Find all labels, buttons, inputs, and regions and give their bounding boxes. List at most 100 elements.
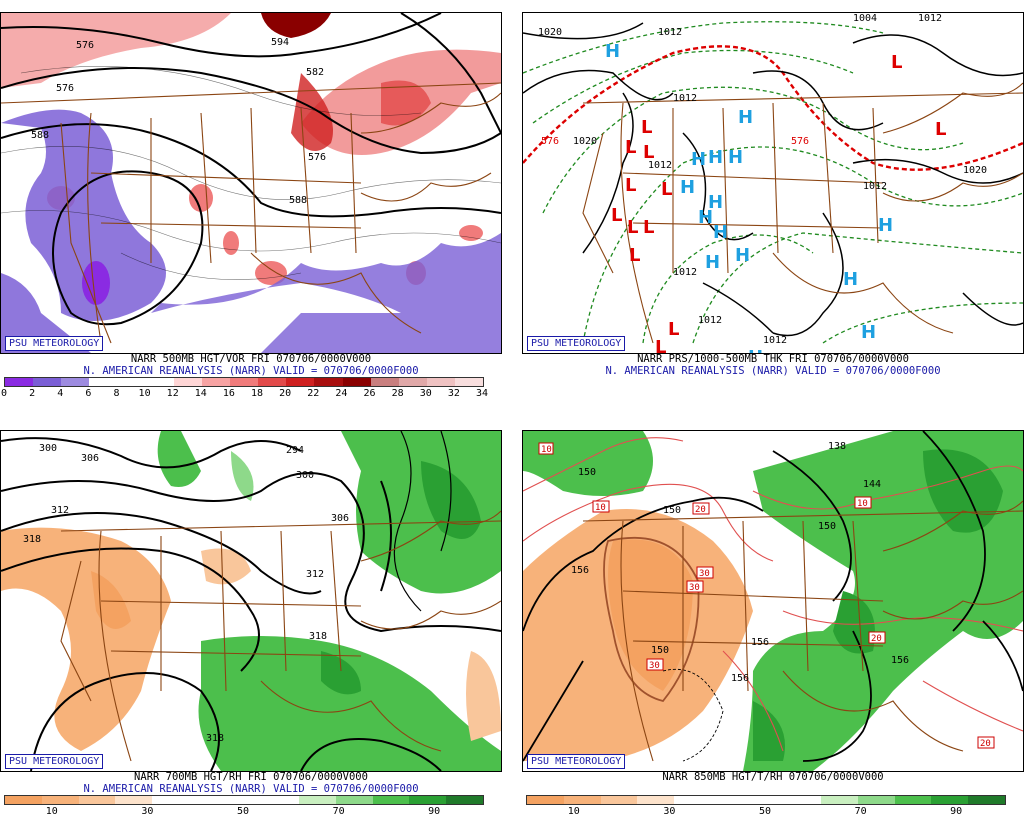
- height-label: 312: [51, 505, 69, 516]
- colorbar-tick-label: 90: [428, 806, 441, 817]
- colorbar-tick-label: 12: [166, 388, 179, 399]
- colorbar-swatch: [674, 796, 711, 804]
- isobar-label: 1012: [658, 27, 682, 38]
- height-label: 294: [286, 445, 304, 456]
- colorbar-swatch: [117, 378, 146, 386]
- colorbar-swatch: [637, 796, 675, 804]
- contour-label: 588: [31, 130, 49, 141]
- colorbar-tick-label: 16: [222, 388, 235, 399]
- high-pressure-marker: H: [708, 147, 723, 168]
- colorbar-swatch: [5, 378, 34, 386]
- map-700mb: 300 306 294 300 312 318 306 312 318 318 …: [0, 430, 502, 772]
- svg-text:20: 20: [980, 739, 991, 749]
- colorbar-tick-label: 70: [332, 806, 345, 817]
- height-label: 306: [81, 453, 99, 464]
- temperature-box: 10: [854, 496, 872, 509]
- height-label: 156: [751, 637, 769, 648]
- low-pressure-marker: L: [661, 179, 672, 200]
- contour-label: 576: [308, 152, 326, 163]
- isobar-label: 1012: [673, 267, 697, 278]
- colorbar-tick-label: 34: [475, 388, 489, 399]
- colorbar-swatch: [563, 796, 601, 804]
- colorbar-swatch: [89, 378, 118, 386]
- rh700-map-svg: 300 306 294 300 312 318 306 312 318 318: [1, 431, 501, 771]
- vorticity-map-svg: 576 576 588 582 576 588 594: [1, 13, 501, 353]
- panel-700mb-rh: 300 306 294 300 312 318 306 312 318 318 …: [0, 418, 502, 822]
- colorbar-swatch: [61, 378, 90, 386]
- temperature-box: 30: [696, 566, 714, 579]
- height-label: 156: [571, 565, 589, 576]
- high-pressure-marker: H: [878, 215, 893, 236]
- temperature-box: 30: [646, 658, 664, 671]
- high-pressure-marker: H: [843, 269, 858, 290]
- low-pressure-marker: L: [625, 175, 636, 196]
- colorbar-swatch: [784, 796, 822, 804]
- thickness-label: 576: [791, 136, 809, 147]
- colorbar-swatch: [372, 796, 410, 804]
- svg-text:10: 10: [595, 503, 606, 513]
- low-pressure-marker: L: [629, 245, 640, 266]
- panel-850mb-temp-rh: 150 156 150 150 144 138 150 156 156 156 …: [522, 418, 1024, 822]
- isobar-label: 1020: [963, 165, 987, 176]
- colorbar-swatch: [230, 378, 259, 386]
- low-pressure-marker: L: [655, 337, 666, 353]
- contour-label: 588: [289, 195, 307, 206]
- colorbar-swatch: [968, 796, 1005, 804]
- panel-pressure-thickness: 1020 1012 1004 1012 1012 1020 1012 1012 …: [522, 0, 1024, 404]
- colorbar-tick-label: 24: [335, 388, 348, 399]
- svg-text:10: 10: [541, 445, 552, 455]
- colorbar-tick-label: 6: [85, 388, 92, 399]
- temperature-box: 10: [592, 500, 610, 513]
- rh850-map-svg: 150 156 150 150 144 138 150 156 156 156 …: [523, 431, 1023, 771]
- svg-text:20: 20: [695, 505, 706, 515]
- colorbar-swatch: [409, 796, 447, 804]
- psu-meteorology-badge: PSU METEOROLOGY: [5, 336, 104, 351]
- panel-subtitle: N. AMERICAN REANALYSIS (NARR) VALID = 07…: [605, 365, 941, 377]
- colorbar-swatch: [600, 796, 638, 804]
- psu-meteorology-badge: PSU METEOROLOGY: [5, 754, 104, 769]
- height-label: 138: [828, 441, 846, 452]
- high-pressure-marker: H: [748, 347, 763, 353]
- low-pressure-marker: L: [627, 217, 638, 238]
- colorbar-swatch: [747, 796, 785, 804]
- svg-text:10: 10: [857, 499, 868, 509]
- colorbar-tick-label: 32: [447, 388, 460, 399]
- isobar-label: 1012: [673, 93, 697, 104]
- colorbar-swatch: [821, 796, 858, 804]
- low-pressure-marker: L: [611, 205, 622, 226]
- colorbar-tick-label: 8: [113, 388, 120, 399]
- colorbar-ticks: 0 2 4 6 8 10 12 14 16 18 20 22 24 26 28 30 32 34: [1, 388, 488, 400]
- colorbar-tick-label: 28: [391, 388, 404, 399]
- colorbar: [4, 795, 484, 805]
- colorbar-tick-label: 10: [138, 388, 151, 399]
- colorbar-swatch: [894, 796, 932, 804]
- colorbar-ticks: 10 30 50 70 90: [526, 806, 1004, 818]
- colorbar-tick-label: 50: [758, 806, 772, 817]
- colorbar-swatch: [5, 796, 42, 804]
- contour-label: 594: [271, 37, 289, 48]
- isobar-label: 1012: [698, 315, 722, 326]
- colorbar-tick-label: 22: [307, 388, 320, 399]
- height-label: 150: [578, 467, 596, 478]
- low-pressure-marker: L: [668, 319, 679, 340]
- panel-500mb-vorticity: 576 576 588 582 576 588 594 PSU METEOROL…: [0, 0, 502, 404]
- isobar-label: 1012: [918, 13, 942, 24]
- map-500mb: 576 576 588 582 576 588 594 PSU METEOROL…: [0, 12, 502, 354]
- height-label: 318: [309, 631, 327, 642]
- map-pressure: 1020 1012 1004 1012 1012 1020 1012 1012 …: [522, 12, 1024, 354]
- contour-label: 576: [76, 40, 94, 51]
- pressure-map-svg: 1020 1012 1004 1012 1012 1020 1012 1012 …: [523, 13, 1023, 353]
- colorbar-swatch: [335, 796, 373, 804]
- colorbar-tick-label: 10: [45, 806, 58, 817]
- high-pressure-marker: H: [735, 245, 750, 266]
- psu-meteorology-badge: PSU METEOROLOGY: [527, 336, 626, 351]
- colorbar-tick-label: 90: [950, 806, 963, 817]
- colorbar-tick-label: 30: [141, 806, 154, 817]
- colorbar-swatch: [145, 378, 174, 386]
- colorbar-swatch: [258, 378, 287, 386]
- height-label: 150: [818, 521, 836, 532]
- colorbar-ticks: 10 30 50 70 90: [4, 806, 482, 818]
- svg-text:30: 30: [689, 583, 700, 593]
- high-pressure-marker: H: [713, 222, 728, 243]
- colorbar-tick-label: 14: [194, 388, 207, 399]
